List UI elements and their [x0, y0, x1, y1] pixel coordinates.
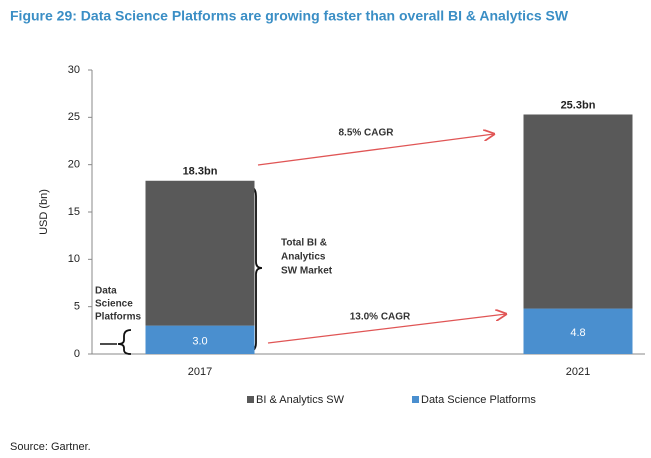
annotation: 8.5% CAGR [338, 128, 394, 139]
x-tick-label: 2021 [566, 366, 590, 378]
legend-swatch [412, 396, 419, 403]
source: Source: Gartner. [10, 441, 91, 453]
bracket [117, 329, 132, 355]
y-tick-label: 5 [74, 301, 80, 313]
annotation: Platforms [95, 312, 142, 323]
annotation: SW Market [281, 266, 333, 277]
annotation: 13.0% CAGR [350, 312, 411, 323]
arrow [257, 134, 494, 166]
bracket [246, 185, 263, 353]
legend-label: Data Science Platforms [421, 394, 536, 406]
y-tick-label: 0 [74, 348, 80, 360]
total-label: 18.3bn [183, 166, 218, 178]
y-tick-label: 20 [68, 159, 80, 171]
arrow [267, 314, 506, 344]
annotation: Data [95, 286, 117, 297]
annotation: Science [95, 299, 133, 310]
legend-swatch [247, 396, 254, 403]
annotation: Total BI & [281, 238, 327, 249]
y-tick-label: 15 [68, 206, 80, 218]
y-axis-label: USD (bn) [38, 189, 50, 235]
y-tick-label: 10 [68, 253, 80, 265]
data-label: 4.8 [570, 327, 585, 339]
annotation: Analytics [281, 252, 326, 263]
bar-segment [523, 114, 633, 309]
y-tick-label: 30 [68, 64, 80, 76]
total-label: 25.3bn [561, 99, 596, 111]
legend-label: BI & Analytics SW [256, 394, 345, 406]
bar-segment [523, 308, 633, 354]
data-label: 3.0 [192, 336, 207, 348]
chart-title: Figure 29: Data Science Platforms are gr… [10, 8, 569, 24]
bar-segment [145, 180, 255, 326]
bar-segment [145, 325, 255, 354]
y-tick-label: 25 [68, 111, 80, 123]
x-tick-label: 2017 [188, 366, 212, 378]
